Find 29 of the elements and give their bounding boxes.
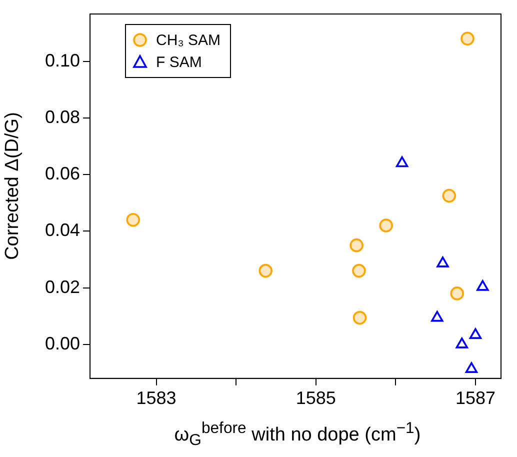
y-axis-title: Corrected Δ(D/G) [2, 111, 24, 262]
point [396, 156, 408, 168]
point [352, 264, 366, 278]
point [460, 32, 474, 46]
point [436, 256, 449, 268]
point [456, 338, 468, 348]
point [352, 310, 367, 325]
point [126, 212, 140, 227]
point [379, 218, 393, 232]
point [442, 188, 456, 203]
y-tick-label: 0.06 [44, 164, 80, 184]
x-tick-label: 1587 [455, 388, 496, 408]
x-axis-title: ω$_{G}$$^{before}$ with no dope (cm$^{−1}$) [173, 420, 422, 450]
y-tick-label: 0.04 [44, 220, 80, 240]
point [465, 362, 478, 373]
x-tick-label: 1583 [136, 388, 176, 408]
point [431, 310, 444, 322]
x-tick-label: 1585 [296, 388, 336, 408]
y-tick-label: 0.00 [44, 333, 80, 354]
point [350, 238, 364, 252]
y-tick-label: 0.08 [44, 106, 80, 127]
legend-label: CH₃ SAM [156, 32, 220, 48]
y-tick-label: 0.10 [44, 50, 80, 70]
point [469, 328, 482, 339]
legend-label: F SAM [156, 54, 202, 70]
point [258, 264, 272, 278]
point [476, 280, 489, 291]
point [450, 286, 464, 300]
y-tick-label: 0.02 [44, 276, 80, 297]
